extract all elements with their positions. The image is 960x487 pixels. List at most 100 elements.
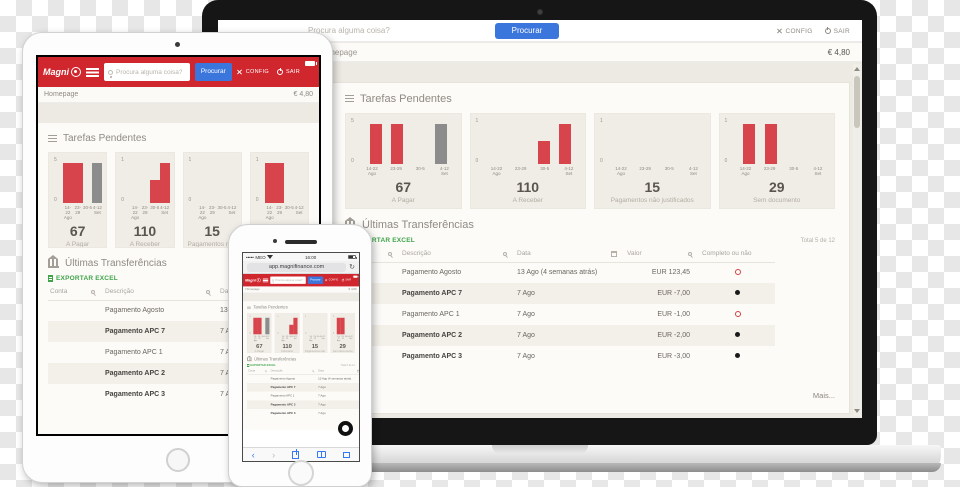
- card-label: A Receber: [129, 241, 161, 248]
- task-card-a-pagar[interactable]: 5 0 14-22 Ago 23-29 30-5 4-12 Set 67 A Pag…: [48, 152, 108, 248]
- forward-button[interactable]: ›: [272, 449, 276, 460]
- task-card-nao-justificados[interactable]: 1 0 14-22 Ago 23-29 30-5 4-12 Set 15 Pagam…: [594, 113, 711, 209]
- col-valor[interactable]: Valor: [625, 248, 700, 263]
- col-descricao[interactable]: Descrição: [400, 248, 515, 263]
- export-excel-link[interactable]: EXPORTAR EXCEL: [48, 275, 118, 282]
- task-card-a-receber[interactable]: 1 0 14-22 Ago 23-29 30-5 4-12 Set 110 A Re…: [274, 313, 300, 353]
- table-row[interactable]: Pagamento APC 3 7 Ago EUR -3,00: [247, 409, 359, 418]
- config-button[interactable]: CONFIG: [237, 69, 269, 75]
- table-row[interactable]: Pagamento Agosto 13 Ago (4 semanas atrás…: [247, 374, 359, 383]
- bars: [734, 120, 831, 164]
- search-button[interactable]: Procurar: [495, 23, 559, 39]
- config-icon: [237, 69, 243, 75]
- table-row[interactable]: Pagamento APC 2 7 Ago EUR -2,00: [247, 400, 359, 410]
- search-input[interactable]: Procura alguma coisa?: [308, 26, 390, 35]
- col-data[interactable]: Data: [317, 368, 359, 375]
- status-dot[interactable]: [735, 353, 740, 358]
- front-camera-icon: [273, 239, 277, 243]
- search-icon: [206, 289, 210, 294]
- scroll-down-icon[interactable]: [854, 409, 860, 413]
- search-button[interactable]: Procurar: [307, 276, 324, 284]
- breadcrumb[interactable]: Homepage: [318, 48, 358, 57]
- col-descricao[interactable]: Descrição: [103, 286, 218, 301]
- search-button[interactable]: Procurar: [194, 63, 232, 81]
- task-card-nao-justificados[interactable]: 1 0 14-22 Ago 23-29 30-5 4-12 Set 15 Pagam…: [302, 313, 328, 353]
- task-card-nao-justificados[interactable]: 1 0 14-22 Ago 23-29 30-5 4-12 Set 15 Pagam…: [182, 152, 242, 248]
- status-dot[interactable]: [734, 310, 741, 317]
- app-header: Magni Procura alguma coisa? Procurar CON…: [243, 274, 359, 287]
- task-card-a-receber[interactable]: 1 0 14-22 Ago 23-29 30-5 4-12 Set 110 A Re…: [469, 113, 586, 209]
- menu-icon[interactable]: [262, 278, 269, 283]
- back-button[interactable]: ‹: [251, 449, 255, 460]
- x-axis-labels: 14-22 Ago 23-29 30-5 4-12 Set: [253, 335, 270, 342]
- power-icon: [341, 278, 345, 282]
- home-button[interactable]: [166, 448, 190, 472]
- home-button[interactable]: [288, 460, 314, 486]
- url-field[interactable]: app.magnifinance.com: [247, 262, 347, 272]
- y-tick-bottom: 0: [724, 158, 728, 164]
- logout-button[interactable]: SAIR: [341, 278, 352, 282]
- table-row[interactable]: Pagamento APC 2 7 Ago EUR -2,00: [345, 325, 775, 346]
- bank-icon: [48, 255, 59, 268]
- export-excel-link[interactable]: EXPORTAR EXCEL: [247, 364, 276, 367]
- task-card-a-pagar[interactable]: 5 0 14-22 Ago 23-29 30-5 4-12 Set 67 A Pag…: [345, 113, 462, 209]
- y-tick-bottom: 0: [255, 197, 259, 203]
- share-icon[interactable]: [292, 448, 300, 459]
- bars: [281, 316, 298, 335]
- config-button[interactable]: CONFIG: [777, 28, 813, 35]
- refresh-icon[interactable]: ↻: [349, 263, 355, 271]
- card-value: 67: [69, 223, 86, 239]
- table-row[interactable]: Pagamento Agosto 13 Ago (4 semanas atrás…: [345, 262, 775, 283]
- status-dot[interactable]: [735, 332, 740, 337]
- bars: [609, 120, 706, 164]
- table-row[interactable]: Pagamento APC 3 7 Ago EUR -3,00: [345, 346, 775, 367]
- brand-logo[interactable]: Magni: [245, 278, 261, 283]
- col-data[interactable]: Data: [515, 248, 625, 263]
- tasks-section-header: Tarefas Pendentes: [247, 305, 355, 310]
- search-input[interactable]: Procura alguma coisa?: [104, 63, 190, 81]
- bars: [253, 316, 270, 335]
- dashboard: Tarefas Pendentes 5 0 14-22 Ago 23-29 30-…: [345, 93, 835, 413]
- transfers-section-header: Últimas Transferências: [247, 355, 355, 362]
- scrollbar[interactable]: [853, 64, 861, 416]
- status-dot[interactable]: [734, 268, 741, 275]
- more-link[interactable]: Mais...: [812, 391, 835, 400]
- status-dot[interactable]: [735, 290, 740, 295]
- transfers-table: Conta Descrição Data Valor Completo ou n…: [345, 248, 775, 367]
- y-tick-top: 1: [475, 118, 479, 124]
- config-icon: [777, 28, 783, 34]
- tabs-icon[interactable]: [343, 449, 355, 458]
- table-header-row: Conta Descrição Data Valor Completo ou n…: [247, 368, 359, 375]
- brand-logo[interactable]: Magni: [43, 67, 81, 77]
- bookmarks-icon[interactable]: [316, 451, 326, 458]
- list-icon: [48, 134, 57, 143]
- task-card-a-pagar[interactable]: 5 0 14-22 Ago 23-29 30-5 4-12 Set 67 A Pag…: [247, 313, 272, 353]
- browser-address-bar[interactable]: app.magnifinance.com ↻: [243, 261, 359, 274]
- col-conta[interactable]: Conta: [48, 286, 103, 301]
- page-background: [243, 292, 359, 302]
- y-tick-bottom: 0: [600, 158, 603, 164]
- task-card-a-receber[interactable]: 1 0 14-22 Ago 23-29 30-5 4-12 Set 110 A Re…: [115, 152, 175, 248]
- table-row[interactable]: Pagamento APC 7 7 Ago EUR -7,00: [247, 383, 359, 392]
- scroll-thumb[interactable]: [854, 76, 860, 128]
- scroll-up-icon[interactable]: [854, 67, 860, 71]
- logout-button[interactable]: SAIR: [824, 27, 850, 35]
- col-completo[interactable]: Completo ou não: [700, 248, 775, 263]
- table-row[interactable]: Pagamento APC 1 7 Ago EUR -1,00: [345, 304, 775, 325]
- config-button[interactable]: CONFIG: [325, 279, 338, 281]
- breadcrumb[interactable]: Homepage: [44, 91, 79, 98]
- menu-icon[interactable]: [86, 67, 99, 77]
- table-row[interactable]: Pagamento APC 1 7 Ago EUR -1,00: [247, 392, 359, 401]
- scroll-top-fab[interactable]: [338, 421, 353, 436]
- logout-button[interactable]: SAIR: [276, 68, 300, 75]
- y-tick-bottom: 0: [277, 331, 279, 335]
- card-value: 110: [516, 179, 540, 195]
- breadcrumb[interactable]: Homepage: [245, 288, 260, 291]
- search-icon: [388, 251, 392, 256]
- col-descricao[interactable]: Descrição: [269, 368, 318, 375]
- table-row[interactable]: Pagamento APC 7 7 Ago EUR -7,00: [345, 283, 775, 304]
- col-conta[interactable]: Conta: [247, 368, 270, 375]
- search-input[interactable]: Procura alguma coisa?: [270, 276, 306, 284]
